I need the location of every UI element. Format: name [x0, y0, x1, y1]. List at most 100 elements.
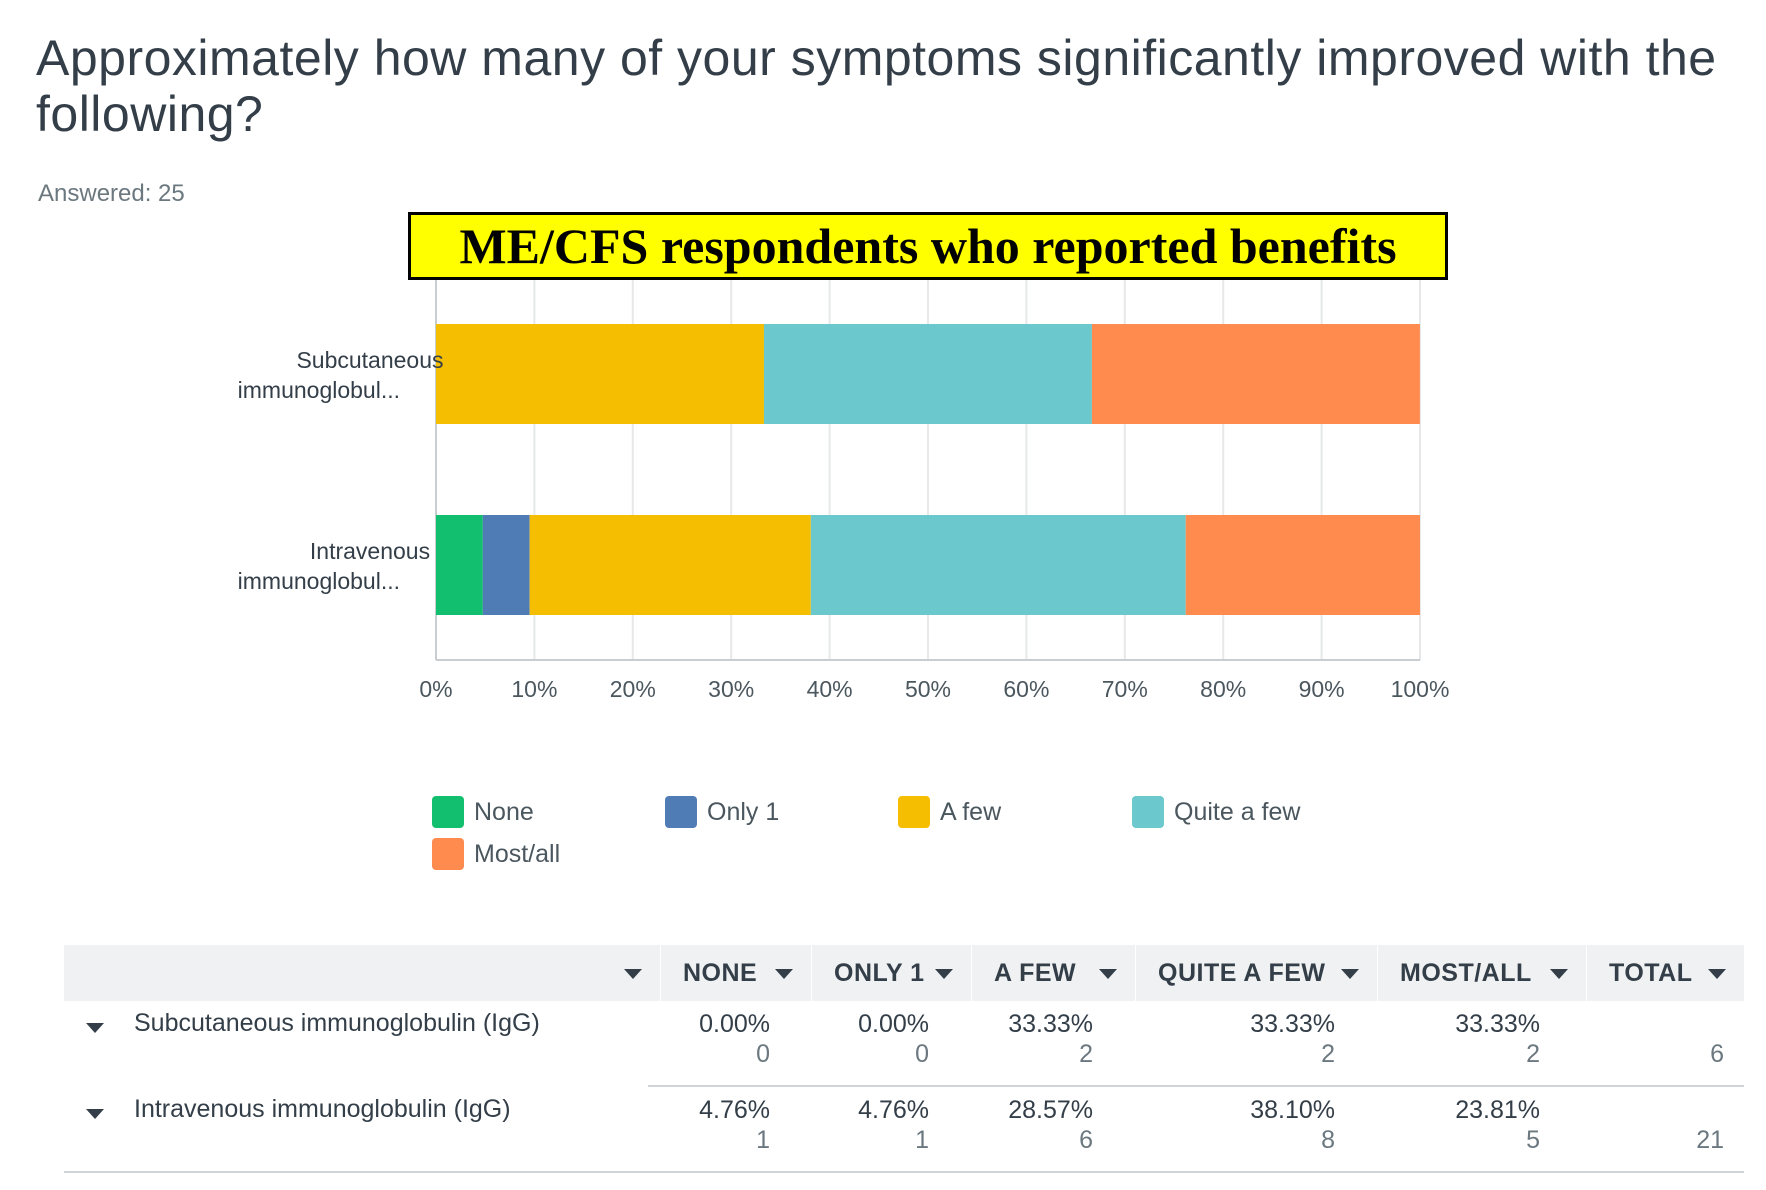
- stacked-bar-chart: 0% 10% 20% 30% 40% 50% 60% 70% 80% 90% 100% Subcuta…: [238, 276, 1450, 702]
- bar-most-all: [1091, 324, 1420, 424]
- bar-a-few: [529, 515, 811, 615]
- total-value: 6: [1710, 1040, 1724, 1068]
- table-cell: 4.76% 1: [630, 1095, 770, 1155]
- legend-label: Quite a few: [1174, 797, 1301, 826]
- table-cell: 33.33% 2: [953, 1009, 1093, 1069]
- column-header-a-few[interactable]: A FEW: [971, 945, 1135, 1001]
- question-title: Approximately how many of your symptoms …: [36, 30, 1717, 142]
- cell-percent: 33.33%: [1008, 1010, 1093, 1038]
- cell-percent: 4.76%: [858, 1096, 929, 1124]
- cell-percent: 23.81%: [1455, 1096, 1540, 1124]
- cell-percent: 33.33%: [1250, 1010, 1335, 1038]
- legend-swatch: [898, 796, 930, 828]
- total-spacer: [1584, 1009, 1724, 1039]
- sort-caret-icon[interactable]: [624, 969, 642, 979]
- x-tick-label: 0%: [419, 676, 452, 702]
- x-tick-label: 30%: [708, 676, 754, 702]
- total-value: 21: [1696, 1126, 1724, 1154]
- column-header-label[interactable]: [64, 945, 660, 1001]
- total-spacer: [1584, 1095, 1724, 1125]
- expand-caret-icon[interactable]: [86, 1023, 104, 1033]
- table-header: NONE ONLY 1 A FEW QUITE A FEW MOST/ALL TOTAL: [64, 945, 1744, 1001]
- cell-percent: 38.10%: [1250, 1096, 1335, 1124]
- bar-none: [436, 515, 483, 615]
- cell-count: 2: [1079, 1040, 1093, 1068]
- bar-most-all: [1185, 515, 1420, 615]
- chart-legend: None Only 1 A few Quite a few Most/all: [432, 796, 1432, 886]
- column-header-quite-a-few[interactable]: QUITE A FEW: [1135, 945, 1377, 1001]
- legend-swatch: [432, 796, 464, 828]
- cell-percent: 0.00%: [699, 1010, 770, 1038]
- table-cell: 0.00% 0: [789, 1009, 929, 1069]
- bar-quite-a-few: [810, 515, 1186, 615]
- legend-swatch: [665, 796, 697, 828]
- table-cell: 33.33% 2: [1195, 1009, 1335, 1069]
- answered-count: Answered: 25: [38, 180, 185, 207]
- row-separator: [648, 1085, 1744, 1087]
- table-cell: 0.00% 0: [630, 1009, 770, 1069]
- sort-caret-icon[interactable]: [1708, 969, 1726, 979]
- cell-percent: 0.00%: [858, 1010, 929, 1038]
- legend-item: Only 1: [665, 796, 779, 828]
- x-tick-label: 10%: [511, 676, 557, 702]
- x-tick-label: 60%: [1003, 676, 1049, 702]
- cell-count: 1: [756, 1126, 770, 1154]
- annotation-banner: ME/CFS respondents who reported benefits: [408, 212, 1448, 280]
- expand-caret-icon[interactable]: [86, 1109, 104, 1119]
- column-header-only-1[interactable]: ONLY 1: [811, 945, 971, 1001]
- table-row: Intravenous immunoglobulin (IgG) 4.76% 1 4.…: [64, 1087, 1744, 1173]
- column-header-label: A FEW: [994, 959, 1077, 987]
- column-header-total[interactable]: TOTAL: [1586, 945, 1744, 1001]
- cell-count: 0: [756, 1040, 770, 1068]
- column-header-most-all[interactable]: MOST/ALL: [1377, 945, 1586, 1001]
- x-tick-label: 50%: [905, 676, 951, 702]
- x-tick-label: 70%: [1102, 676, 1148, 702]
- table-cell: 4.76% 1: [789, 1095, 929, 1155]
- column-header-label: MOST/ALL: [1400, 959, 1532, 987]
- table-cell: 38.10% 8: [1195, 1095, 1335, 1155]
- table-row: Subcutaneous immunoglobulin (IgG) 0.00% 0 0…: [64, 1001, 1744, 1087]
- legend-label: A few: [940, 797, 1002, 826]
- x-tick-label: 20%: [610, 676, 656, 702]
- cell-count: 2: [1526, 1040, 1540, 1068]
- x-tick-label: 90%: [1299, 676, 1345, 702]
- legend-item: Quite a few: [1132, 796, 1300, 828]
- row-separator: [64, 1171, 1744, 1173]
- cell-count: 1: [915, 1126, 929, 1154]
- bar-only-1: [482, 515, 530, 615]
- cell-percent: 33.33%: [1455, 1010, 1540, 1038]
- legend-item: None: [432, 796, 534, 828]
- table-cell: 23.81% 5: [1400, 1095, 1540, 1155]
- x-tick-label: 100%: [1391, 676, 1450, 702]
- column-header-label: TOTAL: [1609, 959, 1693, 987]
- cell-percent: 4.76%: [699, 1096, 770, 1124]
- sort-caret-icon[interactable]: [1550, 969, 1568, 979]
- row-total: 21: [1584, 1095, 1724, 1155]
- sort-caret-icon[interactable]: [935, 969, 953, 979]
- legend-swatch: [432, 838, 464, 870]
- row-label: Subcutaneous immunoglobulin (IgG): [134, 1009, 540, 1037]
- row-label: Intravenous immunoglobulin (IgG): [134, 1095, 511, 1123]
- legend-item: Most/all: [432, 838, 560, 870]
- sort-caret-icon[interactable]: [1341, 969, 1359, 979]
- bar-quite-a-few: [763, 324, 1092, 424]
- table-cell: 33.33% 2: [1400, 1009, 1540, 1069]
- cell-count: 6: [1079, 1126, 1093, 1154]
- x-tick-label: 40%: [807, 676, 853, 702]
- legend-label: Only 1: [707, 797, 780, 826]
- cell-count: 0: [915, 1040, 929, 1068]
- column-header-none[interactable]: NONE: [660, 945, 811, 1001]
- column-header-label: QUITE A FEW: [1158, 959, 1326, 987]
- column-header-label: NONE: [683, 959, 758, 987]
- legend-swatch: [1132, 796, 1164, 828]
- sort-caret-icon[interactable]: [775, 969, 793, 979]
- cell-percent: 28.57%: [1008, 1096, 1093, 1124]
- legend-item: A few: [898, 796, 1001, 828]
- bar-a-few: [436, 324, 764, 424]
- column-header-label: ONLY 1: [834, 959, 925, 987]
- cell-count: 8: [1321, 1126, 1335, 1154]
- sort-caret-icon[interactable]: [1099, 969, 1117, 979]
- table-cell: 28.57% 6: [953, 1095, 1093, 1155]
- row-total: 6: [1584, 1009, 1724, 1069]
- x-tick-label: 80%: [1200, 676, 1246, 702]
